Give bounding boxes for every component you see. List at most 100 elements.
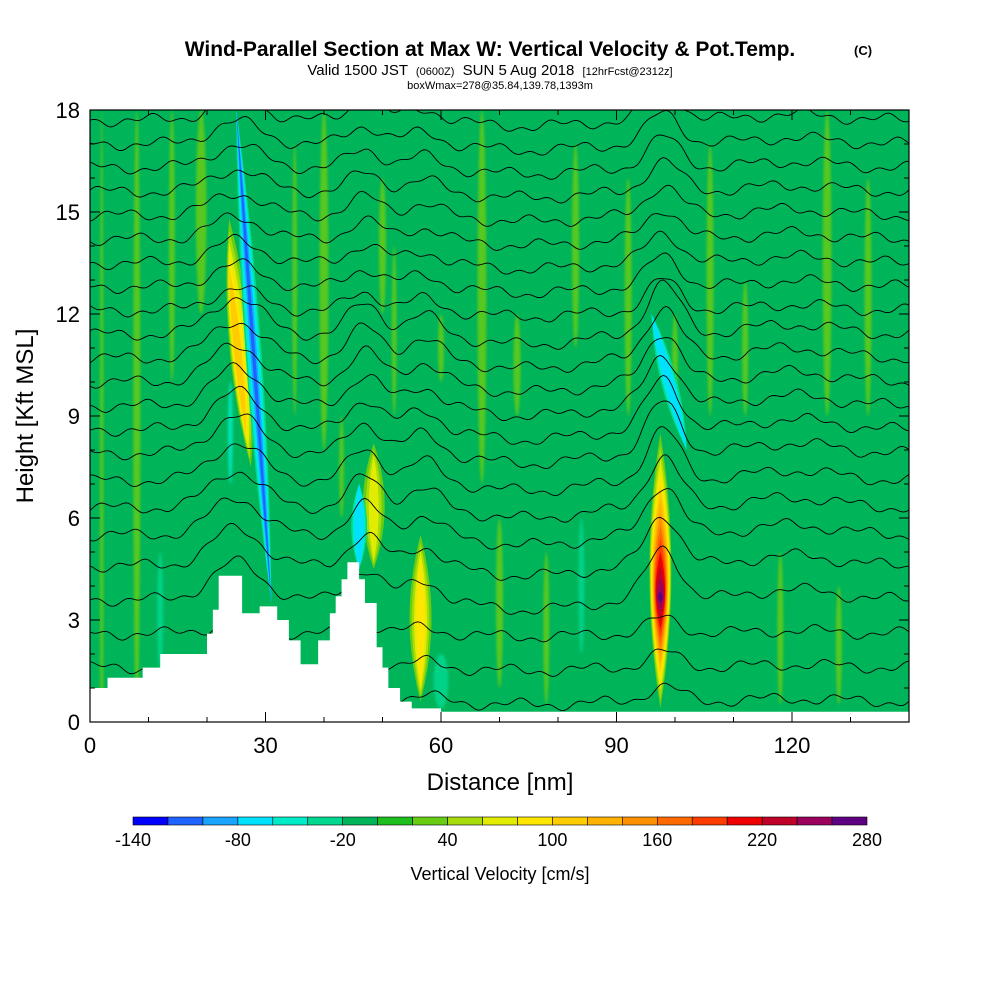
valid-date: SUN 5 Aug 2018 [463, 62, 575, 79]
w-streak [133, 110, 141, 722]
w-streak [578, 518, 585, 654]
colorbar-swatch [132, 816, 169, 826]
w-streak [292, 144, 298, 416]
theta-contour [90, 545, 909, 615]
theta-contour [90, 252, 909, 299]
colorbar-swatch [622, 816, 658, 826]
colorbar-swatch [482, 816, 518, 826]
x-tick-label: 30 [253, 733, 277, 758]
plot-area [90, 110, 909, 722]
w-streak [99, 110, 104, 722]
colorbar-tick-label: 100 [537, 830, 567, 850]
colorbar: -140 -80 -20 40 100 160 220 280 [115, 816, 882, 850]
colorbar-swatch [517, 816, 553, 826]
w-streak [477, 110, 487, 484]
w-streak [391, 246, 397, 416]
w-streak [543, 552, 550, 705]
w-streak [228, 382, 233, 484]
theta-contour [90, 400, 909, 470]
theta-contour [90, 337, 909, 397]
theta-contour [90, 157, 909, 204]
y-axis-label: Height [Kft MSL] [12, 329, 39, 504]
w-streak [706, 144, 714, 416]
theta-contour [90, 355, 909, 421]
y-tick-label: 15 [56, 200, 80, 225]
axes: 0 30 60 90 120 0 3 6 9 12 15 18 [56, 98, 909, 758]
y-tick-label: 3 [68, 608, 80, 633]
x-axis-label: Distance [nm] [427, 769, 574, 796]
x-tick-label: 0 [84, 733, 96, 758]
theta-contour [90, 279, 909, 350]
w-streak [864, 178, 872, 416]
y-tick-label: 12 [56, 302, 80, 327]
w-streak [339, 416, 344, 518]
theta-contour [90, 278, 909, 323]
colorbar-swatch [796, 816, 833, 826]
w-streak [168, 110, 175, 382]
colorbar-tick-label: -20 [330, 830, 356, 850]
chart-title: Wind-Parallel Section at Max W: Vertical… [185, 38, 796, 61]
y-tick-label: 6 [68, 506, 80, 531]
colorbar-tick-label: -140 [115, 830, 151, 850]
theta-contour [90, 110, 909, 132]
w-streak [835, 586, 842, 705]
theta-contour [90, 212, 909, 251]
valid-zulu: (0600Z) [416, 66, 455, 78]
colorbar-tick-label: 160 [642, 830, 672, 850]
colorbar-swatch [726, 816, 763, 826]
colorbar-tick-label: 280 [852, 830, 882, 850]
colorbar-swatch [447, 816, 483, 826]
w-streak [438, 314, 444, 382]
colorbar-swatch [237, 816, 274, 826]
y-tick-label: 18 [56, 98, 80, 123]
x-tick-label: 60 [429, 733, 453, 758]
colorbar-swatch [202, 816, 239, 826]
y-tick-label: 0 [68, 710, 80, 735]
colorbar-swatch [377, 816, 413, 826]
downdraft-core [236, 110, 272, 603]
colorbar-tick-label: 220 [747, 830, 777, 850]
w-streak [495, 518, 504, 688]
colorbar-tick-label: -80 [225, 830, 251, 850]
box-max-info: boxWmax=278@35.84,139.78,1393m [407, 80, 593, 92]
colorbar-swatch [656, 816, 693, 826]
w-streak [777, 552, 784, 705]
theta-contour [90, 230, 909, 275]
w-streak [195, 110, 207, 314]
w-streak [157, 552, 164, 671]
theta-contour [90, 184, 909, 227]
theta-contour [90, 374, 909, 445]
w-streak [513, 314, 521, 416]
updraft-core [229, 266, 247, 436]
w-streak [624, 178, 632, 416]
theta-contour [90, 488, 909, 550]
w-streak [319, 110, 329, 450]
w-streak [742, 280, 749, 416]
colorbar-swatch [552, 816, 588, 826]
colorbar-tick-label: 40 [438, 830, 458, 850]
colorbar-swatch [412, 816, 448, 826]
downdraft-core [354, 484, 364, 569]
copyright-mark: (C) [854, 43, 872, 58]
x-tick-label: 120 [774, 733, 811, 758]
theta-contour [90, 134, 909, 180]
colorbar-label: Vertical Velocity [cm/s] [410, 864, 589, 884]
y-tick-label: 9 [68, 404, 80, 429]
theta-contour [90, 454, 909, 523]
colorbar-swatch [761, 816, 798, 826]
colorbar-swatch [691, 816, 728, 826]
w-streak [822, 110, 832, 416]
forecast-info: [12hrFcst@2312z] [583, 66, 673, 78]
theta-contour [90, 305, 909, 373]
theta-contour [90, 517, 909, 581]
terrain-profile [90, 562, 909, 722]
colorbar-swatch [831, 816, 868, 826]
w-streak [378, 178, 387, 314]
valid-time-line: Valid 1500 JST (0600Z) SUN 5 Aug 2018 [1… [307, 62, 672, 79]
valid-prefix: Valid 1500 JST [307, 62, 407, 79]
theta-contour [90, 426, 909, 497]
theta-contour [90, 110, 909, 156]
colorbar-swatch [167, 816, 204, 826]
